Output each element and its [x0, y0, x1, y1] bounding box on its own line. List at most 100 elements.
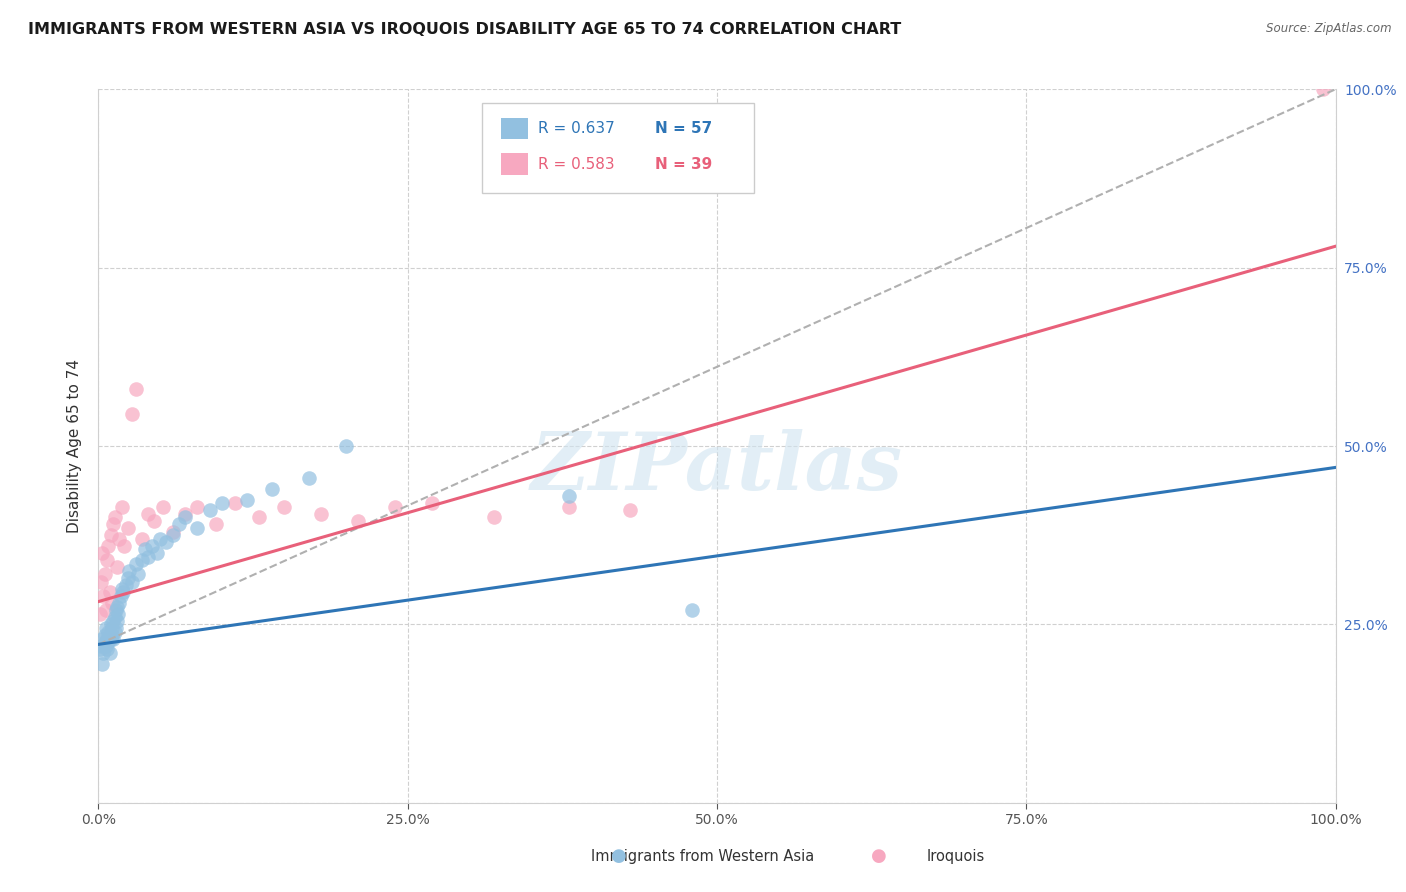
Text: IMMIGRANTS FROM WESTERN ASIA VS IROQUOIS DISABILITY AGE 65 TO 74 CORRELATION CHA: IMMIGRANTS FROM WESTERN ASIA VS IROQUOIS… — [28, 22, 901, 37]
Point — [103, 614, 125, 628]
Point — [108, 596, 131, 610]
Point — [94, 621, 117, 635]
Point — [273, 500, 295, 514]
Point — [681, 603, 703, 617]
Point — [97, 635, 120, 649]
Point — [101, 628, 124, 642]
Point — [347, 514, 370, 528]
Point — [335, 439, 357, 453]
Text: N = 57: N = 57 — [655, 121, 713, 136]
Text: R = 0.637: R = 0.637 — [537, 121, 614, 136]
Point — [422, 496, 444, 510]
Point — [100, 617, 122, 632]
Point — [247, 510, 270, 524]
Point — [127, 567, 149, 582]
Point — [103, 632, 125, 646]
Point — [96, 642, 118, 657]
Point — [103, 624, 125, 639]
Point — [100, 632, 122, 646]
Point — [118, 564, 141, 578]
Point — [149, 532, 172, 546]
Point — [124, 557, 146, 571]
Point — [162, 524, 184, 539]
Text: ●: ● — [610, 847, 627, 865]
Text: Immigrants from Western Asia: Immigrants from Western Asia — [592, 849, 814, 863]
FancyBboxPatch shape — [501, 118, 527, 139]
Text: ●: ● — [870, 847, 887, 865]
Point — [384, 500, 406, 514]
Point — [111, 582, 134, 596]
Point — [224, 496, 246, 510]
Text: N = 39: N = 39 — [655, 157, 713, 171]
Point — [94, 603, 117, 617]
Point — [131, 532, 153, 546]
Point — [101, 621, 124, 635]
Point — [117, 571, 139, 585]
Point — [167, 517, 190, 532]
Point — [557, 500, 579, 514]
Point — [236, 492, 259, 507]
Point — [91, 657, 114, 671]
Point — [100, 528, 122, 542]
Point — [309, 507, 332, 521]
Point — [90, 639, 112, 653]
Point — [117, 521, 139, 535]
Point — [105, 560, 128, 574]
Point — [136, 507, 159, 521]
Point — [91, 546, 114, 560]
Point — [93, 567, 115, 582]
Point — [619, 503, 641, 517]
Point — [114, 578, 136, 592]
Point — [107, 607, 129, 621]
Point — [484, 510, 506, 524]
Point — [108, 532, 131, 546]
Point — [97, 624, 120, 639]
Point — [134, 542, 156, 557]
Point — [101, 596, 124, 610]
Point — [186, 500, 208, 514]
Text: Source: ZipAtlas.com: Source: ZipAtlas.com — [1267, 22, 1392, 36]
Point — [93, 628, 115, 642]
Point — [103, 517, 125, 532]
Point — [174, 507, 197, 521]
Point — [136, 549, 159, 564]
Point — [104, 603, 127, 617]
Point — [557, 489, 579, 503]
Point — [112, 585, 135, 599]
Point — [96, 553, 118, 567]
Point — [121, 574, 143, 589]
Point — [98, 646, 121, 660]
Point — [145, 546, 167, 560]
Point — [105, 599, 128, 614]
Point — [97, 539, 120, 553]
Point — [174, 510, 197, 524]
Point — [89, 642, 111, 657]
Point — [260, 482, 283, 496]
Point — [211, 496, 233, 510]
Point — [298, 471, 321, 485]
Point — [89, 607, 111, 621]
Point — [198, 503, 221, 517]
Point — [98, 585, 121, 599]
Point — [121, 407, 143, 421]
Point — [152, 500, 174, 514]
Point — [112, 539, 135, 553]
Point — [105, 614, 128, 628]
Point — [124, 382, 146, 396]
Point — [93, 646, 115, 660]
Point — [143, 514, 166, 528]
FancyBboxPatch shape — [482, 103, 754, 193]
Point — [141, 539, 163, 553]
Point — [205, 517, 228, 532]
Point — [93, 589, 115, 603]
Point — [104, 621, 127, 635]
Point — [103, 610, 125, 624]
Point — [96, 632, 118, 646]
Point — [93, 635, 115, 649]
Point — [131, 553, 153, 567]
Point — [110, 589, 132, 603]
Text: ZIPatlas: ZIPatlas — [531, 429, 903, 506]
Text: R = 0.583: R = 0.583 — [537, 157, 614, 171]
Point — [90, 574, 112, 589]
Text: Iroquois: Iroquois — [927, 849, 986, 863]
